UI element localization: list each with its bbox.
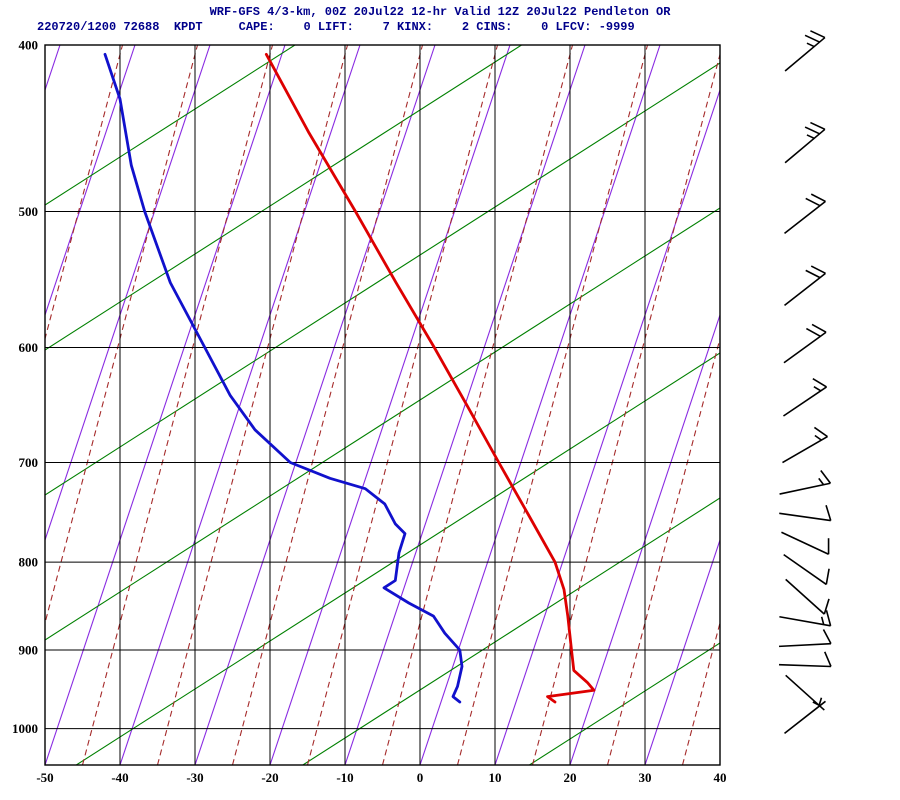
wind-barb <box>778 651 832 668</box>
isotherm-guide-lines <box>45 45 720 765</box>
wind-barb <box>778 629 832 648</box>
pressure-axis-labels: 400 500 600 700 800 900 1000 <box>12 38 38 737</box>
temperature-tick-label: -20 <box>261 770 278 785</box>
chart-title: WRF-GFS 4/3-km, 00Z 20Jul22 12-hr Valid … <box>210 5 672 19</box>
wind-barb <box>785 578 830 615</box>
pressure-tick-label: 400 <box>19 38 39 53</box>
wind-barb <box>783 323 827 364</box>
temperature-tick-label: -50 <box>36 770 53 785</box>
temperature-tick-label: -10 <box>336 770 353 785</box>
wind-barb <box>782 377 828 417</box>
adiabat-guide-lines <box>45 45 720 765</box>
wind-barb <box>779 470 832 495</box>
wind-barb <box>779 610 832 627</box>
wind-barb <box>784 193 826 235</box>
temperature-tick-label: -40 <box>111 770 128 785</box>
temperature-tick-label: 40 <box>714 770 727 785</box>
mixing-ratio-guide-lines <box>45 45 720 765</box>
temperature-tick-label: 10 <box>489 770 502 785</box>
pressure-tick-label: 600 <box>19 340 39 355</box>
dewpoint-curve <box>103 52 464 704</box>
pressure-tick-label: 1000 <box>12 721 38 736</box>
wind-barb <box>783 553 830 586</box>
wind-barb <box>782 426 828 464</box>
wind-barb <box>781 531 830 555</box>
wind-barb <box>784 121 826 164</box>
wind-barb <box>784 30 826 72</box>
wind-barb <box>779 505 832 522</box>
chart-info-line: 220720/1200 72688 KPDT CAPE: 0 LIFT: 7 K… <box>37 20 635 34</box>
temperature-tick-label: 20 <box>564 770 577 785</box>
pressure-tick-label: 700 <box>19 455 39 470</box>
pressure-tick-label: 900 <box>19 642 39 657</box>
pressure-tick-label: 500 <box>19 204 39 219</box>
temperature-tick-label: 0 <box>417 770 424 785</box>
pressure-tick-label: 800 <box>19 555 39 570</box>
plot-border <box>44 44 721 766</box>
wind-barbs <box>778 30 832 734</box>
temperature-axis-labels: -50 -40 -30 -20 -10 0 10 20 30 40 <box>36 770 726 785</box>
temperature-tick-label: 30 <box>639 770 652 785</box>
wind-barb <box>784 265 826 306</box>
temperature-tick-label: -30 <box>186 770 203 785</box>
temperature-curve <box>264 52 596 704</box>
wind-barb <box>784 700 826 734</box>
